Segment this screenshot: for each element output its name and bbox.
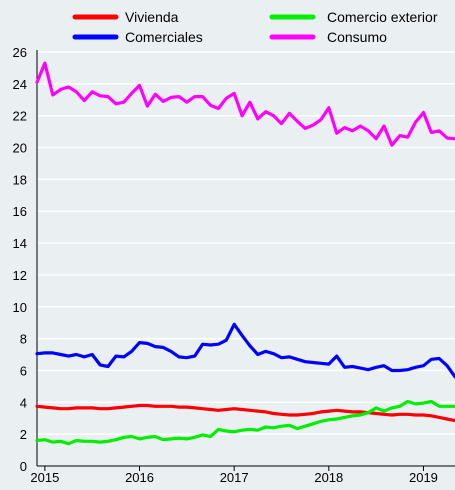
y-tick-label: 6 <box>20 363 27 378</box>
legend-label-comercio-exterior: Comercio exterior <box>327 9 438 25</box>
x-tick-label: 2019 <box>409 470 438 485</box>
y-tick-label: 24 <box>13 77 27 92</box>
y-tick-label: 0 <box>20 459 27 474</box>
y-tick-label: 26 <box>13 45 27 60</box>
y-tick-label: 4 <box>20 395 27 410</box>
series-line-comerciales <box>35 322 455 379</box>
y-tick-label: 14 <box>13 236 27 251</box>
y-tick-label: 22 <box>13 109 27 124</box>
x-tick-label: 2015 <box>30 470 59 485</box>
y-tick-label: 2 <box>20 427 27 442</box>
legend-label-vivienda: Vivienda <box>125 9 179 25</box>
x-tick-label: 2018 <box>314 470 343 485</box>
x-tick-label: 2017 <box>220 470 249 485</box>
legend: Vivienda Comerciales Comercio exterior Cons… <box>72 9 438 45</box>
series-line-vivienda <box>35 403 455 423</box>
series-line-consumo <box>35 61 455 147</box>
series-lines <box>35 61 455 446</box>
y-tick-label: 20 <box>13 141 27 156</box>
x-tick-label: 2016 <box>125 470 154 485</box>
legend-label-comerciales: Comerciales <box>125 29 203 45</box>
y-tick-label: 12 <box>13 268 27 283</box>
series-line-comercio-exterior <box>35 399 455 446</box>
y-tick-label: 18 <box>13 172 27 187</box>
legend-label-consumo: Consumo <box>327 29 387 45</box>
y-tick-label: 10 <box>13 300 27 315</box>
y-tick-label: 8 <box>20 332 27 347</box>
y-tick-label: 16 <box>13 204 27 219</box>
gridlines <box>37 51 455 435</box>
